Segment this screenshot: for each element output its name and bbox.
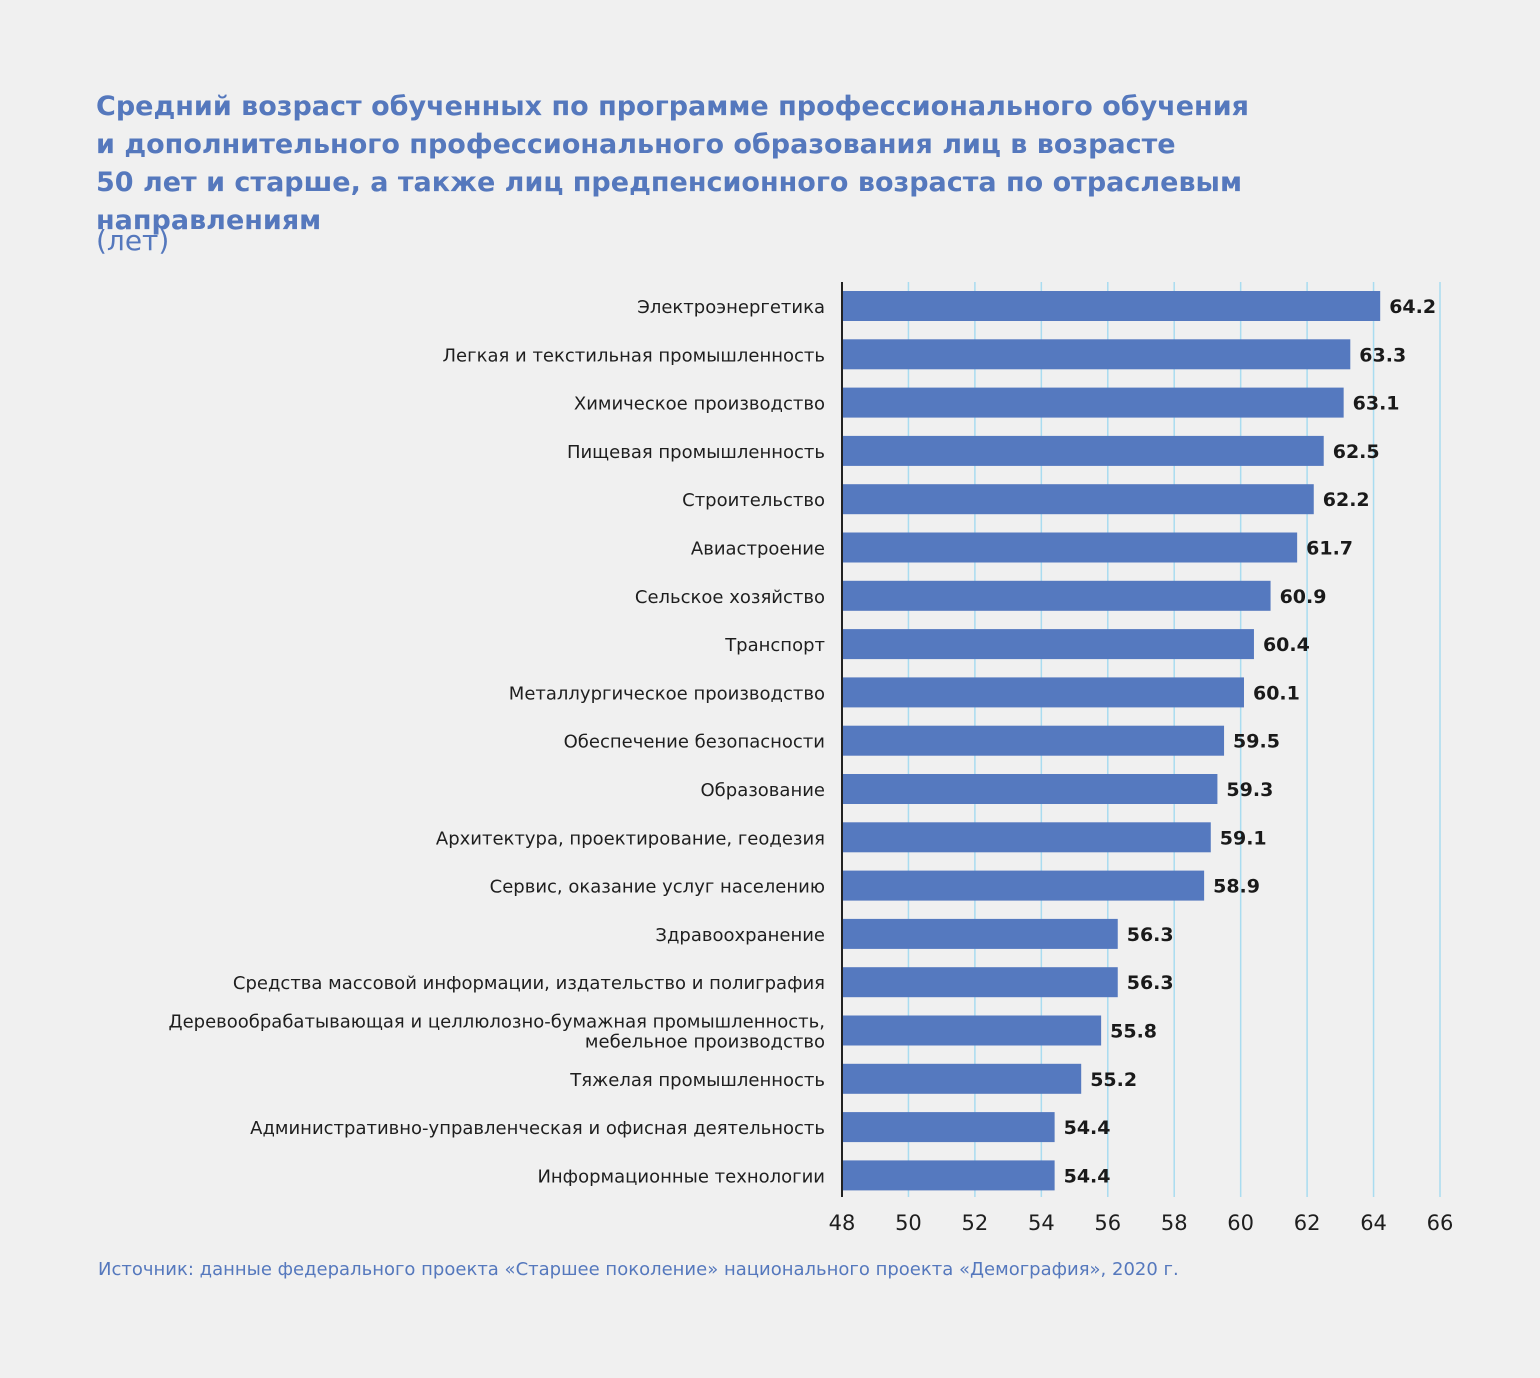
value-label: 56.3 <box>1127 972 1174 994</box>
value-label: 60.4 <box>1263 634 1310 656</box>
value-label: 59.5 <box>1233 731 1280 753</box>
bar <box>842 435 1324 466</box>
category-label: Средства массовой информации, издательст… <box>233 973 825 994</box>
bar <box>842 387 1344 418</box>
bar <box>842 1015 1102 1046</box>
category-label: Образование <box>701 780 826 801</box>
category-label: Строительство <box>682 490 825 511</box>
source-note: Источник: данные федерального проекта «С… <box>98 1259 1179 1280</box>
x-tick-label: 52 <box>962 1211 989 1235</box>
value-label: 64.2 <box>1389 296 1436 318</box>
category-label: Деревообрабатывающая и целлюлозно-бумажн… <box>169 1012 826 1033</box>
bar <box>842 1112 1055 1143</box>
bar <box>842 532 1298 563</box>
category-label: мебельное производство <box>585 1032 825 1053</box>
chart-title-line: Средний возраст обученных по программе п… <box>96 91 1249 122</box>
x-tick-label: 60 <box>1227 1211 1254 1235</box>
value-label: 60.9 <box>1280 586 1327 608</box>
x-tick-label: 58 <box>1161 1211 1188 1235</box>
bar <box>842 822 1211 853</box>
value-label: 63.1 <box>1353 393 1400 415</box>
category-label: Авиастроение <box>691 539 825 560</box>
category-label: Обеспечение безопасности <box>564 732 825 753</box>
value-label: 63.3 <box>1359 344 1406 366</box>
bar <box>842 1063 1082 1094</box>
value-label: 54.4 <box>1064 1117 1111 1139</box>
bar <box>842 967 1118 998</box>
x-tick-label: 54 <box>1028 1211 1055 1235</box>
bar <box>842 870 1205 901</box>
value-label: 62.5 <box>1333 441 1380 463</box>
bar <box>842 918 1118 949</box>
x-tick-label: 56 <box>1094 1211 1121 1235</box>
category-label: Сельское хозяйство <box>635 587 825 608</box>
bar <box>842 677 1244 708</box>
value-label: 54.4 <box>1064 1165 1111 1187</box>
category-label: Информационные технологии <box>537 1166 825 1187</box>
bar <box>842 725 1225 756</box>
bar <box>842 629 1254 660</box>
value-label: 55.8 <box>1110 1021 1157 1043</box>
bar <box>842 580 1271 611</box>
x-tick-label: 66 <box>1427 1211 1454 1235</box>
x-tick-label: 50 <box>895 1211 922 1235</box>
chart-title-line: и дополнительного профессионального обра… <box>96 129 1176 160</box>
value-label: 59.1 <box>1220 827 1267 849</box>
category-label: Архитектура, проектирование, геодезия <box>436 828 825 849</box>
value-label: 56.3 <box>1127 924 1174 946</box>
category-label: Химическое производство <box>574 394 825 415</box>
chart-title-line: 50 лет и старше, а также лиц предпенсион… <box>96 167 1243 198</box>
bar <box>842 774 1218 804</box>
category-label: Транспорт <box>724 635 825 656</box>
bar <box>842 291 1381 321</box>
value-label: 55.2 <box>1090 1069 1137 1091</box>
value-label: 61.7 <box>1306 538 1353 560</box>
category-label: Здравоохранение <box>655 925 825 946</box>
category-label: Электроэнергетика <box>637 297 825 318</box>
value-label: 58.9 <box>1213 876 1260 898</box>
category-label: Пищевая промышленность <box>567 442 825 463</box>
x-tick-label: 48 <box>829 1211 856 1235</box>
value-label: 59.3 <box>1226 779 1273 801</box>
chart-title: Средний возраст обученных по программе п… <box>96 88 1416 240</box>
category-label: Сервис, оказание услуг населению <box>490 877 825 898</box>
category-label: Металлургическое производство <box>509 683 825 704</box>
category-label: Легкая и текстильная промышленность <box>443 345 826 366</box>
bar <box>842 339 1351 370</box>
x-tick-label: 64 <box>1360 1211 1387 1235</box>
bar <box>842 484 1314 515</box>
value-label: 60.1 <box>1253 682 1300 704</box>
bar <box>842 1160 1055 1191</box>
value-label: 62.2 <box>1323 489 1370 511</box>
chart-title-line: направлениям <box>96 205 322 236</box>
x-tick-label: 62 <box>1294 1211 1321 1235</box>
category-label: Административно-управленческая и офисная… <box>250 1118 825 1139</box>
category-label: Тяжелая промышленность <box>569 1070 825 1091</box>
chart-subtitle: (лет) <box>96 224 170 257</box>
